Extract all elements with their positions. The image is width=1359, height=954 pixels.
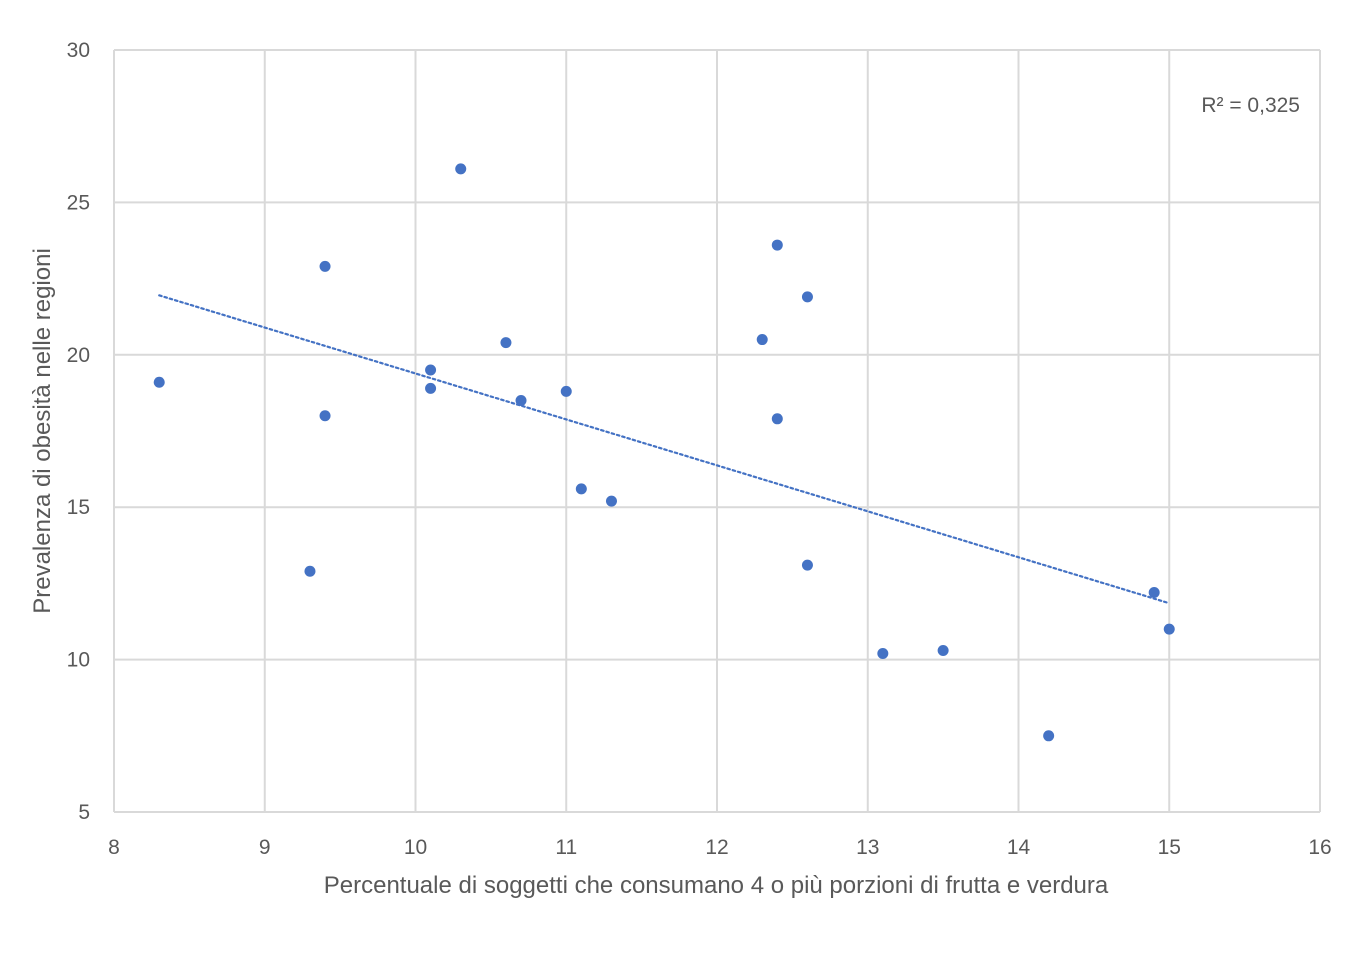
data-point: [756, 334, 768, 346]
tick-labels-layer: 8 9 10 11 12 13 14 15 16 5 10 15 20 25 30: [67, 39, 1332, 859]
x-tick-label: 10: [404, 836, 427, 859]
y-tick-label: 30: [67, 39, 90, 62]
data-point: [425, 382, 437, 394]
data-point: [319, 410, 331, 422]
data-point: [1163, 623, 1175, 635]
x-tick-label: 12: [705, 836, 728, 859]
data-point: [937, 644, 949, 656]
data-point: [1043, 730, 1055, 742]
x-tick-label: 14: [1007, 836, 1031, 859]
data-point: [153, 376, 165, 388]
grid-layer: [113, 49, 1321, 813]
data-point: [771, 239, 783, 251]
x-tick-label: 9: [259, 836, 271, 859]
y-tick-label: 15: [67, 496, 90, 519]
x-tick-label: 16: [1308, 836, 1331, 859]
data-point: [801, 559, 813, 571]
data-point: [455, 163, 467, 175]
data-point: [877, 648, 889, 660]
data-point: [425, 364, 437, 376]
data-point: [575, 483, 587, 495]
data-point: [304, 565, 316, 577]
points-layer: [153, 163, 1175, 742]
data-point: [605, 495, 617, 507]
y-tick-label: 20: [67, 344, 90, 367]
data-point: [500, 337, 512, 349]
x-tick-label: 15: [1158, 836, 1181, 859]
y-tick-label: 25: [67, 191, 90, 214]
r-squared-annotation: R² = 0,325: [1201, 94, 1300, 117]
x-tick-label: 8: [108, 836, 120, 859]
data-point: [515, 395, 527, 407]
x-tick-label: 13: [856, 836, 879, 859]
y-tick-label: 5: [78, 801, 90, 824]
y-tick-label: 10: [67, 649, 90, 672]
trendline-layer: [158, 294, 1171, 605]
x-tick-label: 11: [555, 836, 577, 859]
data-point: [771, 413, 783, 425]
x-axis-title: Percentuale di soggetti che consumano 4 …: [324, 872, 1109, 899]
data-point: [319, 260, 331, 272]
data-point: [560, 385, 572, 397]
y-axis-title: Prevalenza di obesità nelle regioni: [29, 248, 56, 614]
data-point: [801, 291, 813, 303]
linear-trendline: [158, 294, 1171, 605]
data-point: [1148, 587, 1160, 599]
